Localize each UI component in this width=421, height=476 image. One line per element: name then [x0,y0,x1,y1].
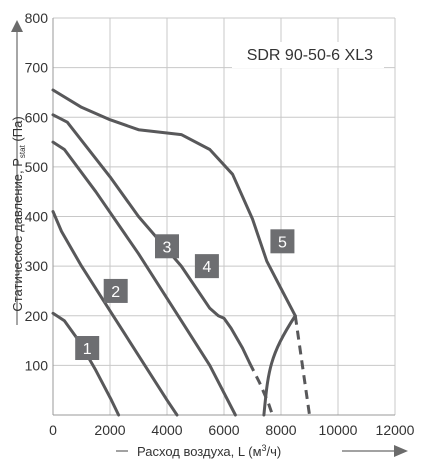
curve-1-badge-label: 1 [83,341,92,358]
y-tick-label: 400 [25,209,49,225]
curve-5-badge [270,229,295,254]
y-tick-label: 700 [25,60,49,76]
y-axis-label-suffix: (Па) [10,116,25,145]
curve-4-badge [194,254,219,279]
y-tick-label: 100 [25,357,49,373]
curve-badges: 1 2 3 4 5 [75,229,295,361]
x-tick-label: 4000 [151,422,182,438]
x-tick-label: 6000 [208,422,239,438]
y-axis-label-sub: stat [18,144,27,158]
x-axis-label: Расход воздуха, L (м3/ч) [137,443,281,459]
x-tick-label: 10000 [319,422,358,438]
y-axis-arrow [11,20,23,325]
y-axis-label-main: Статическое давление, P [10,158,25,312]
y-tick-label: 600 [25,109,49,125]
axes [52,18,395,416]
curve-4-line [51,113,252,365]
curve-3-line [51,140,237,417]
curve-3-badge-label: 3 [163,239,172,256]
x-axis-label-suffix: /ч) [267,444,282,459]
curve-2-line [51,210,179,417]
operating-envelope-line [262,314,297,417]
x-axis-label-bg [128,438,342,460]
curve-5-badge-label: 5 [278,234,287,251]
x-tick-label: 12000 [376,422,415,438]
x-tick-label: 8000 [265,422,296,438]
grid [52,17,396,415]
y-tick-label: 200 [25,308,49,324]
curve-1-line [51,311,121,417]
curve-4-extension [248,362,274,416]
x-tick-label: 0 [49,422,57,438]
y-tick-label: 800 [25,10,49,26]
model-label-bg [232,42,384,68]
y-tick-label: 300 [25,258,49,274]
curve-5-extension [293,315,311,416]
curve-3-badge [155,234,179,259]
curve-5-line [51,88,297,318]
tick-labels: 0 2000 4000 6000 8000 10000 12000 100 200 300 400 5… [25,10,415,438]
x-axis-label-sup: 3 [262,443,267,453]
x-axis-label-prefix: Расход воздуха, L (м [137,444,262,459]
curve-2-badge-label: 2 [111,284,120,301]
y-tick-label: 500 [25,159,49,175]
y-axis-label: Статическое давление, Pstat (Па) [10,116,27,311]
model-label: SDR 90-50-6 XL3 [247,47,373,64]
curve-1-badge [75,336,100,361]
curve-4-badge-label: 4 [202,259,211,276]
curve-2-badge [103,278,128,303]
x-tick-label: 2000 [94,422,125,438]
